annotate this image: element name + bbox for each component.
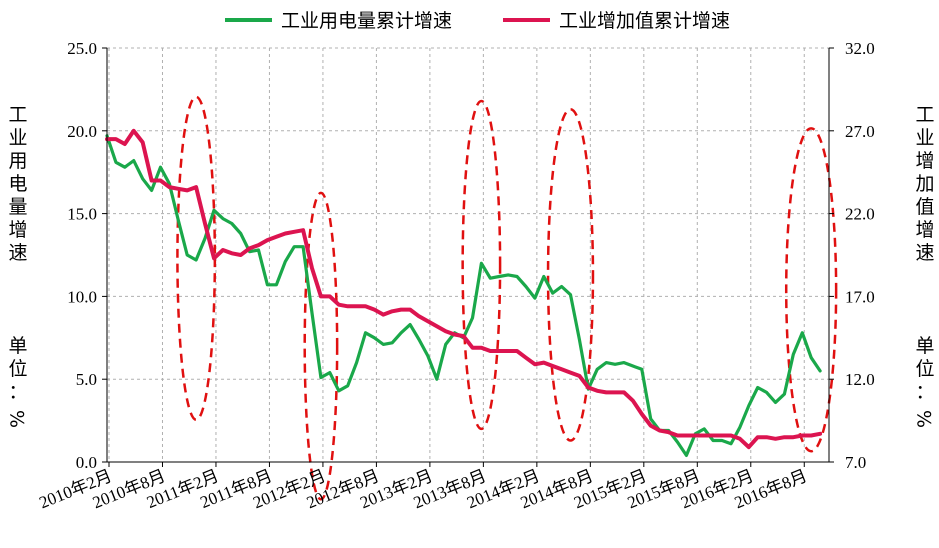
right-axis-unit-char: 单 bbox=[915, 335, 934, 357]
axes bbox=[106, 48, 830, 463]
right-axis-title-char: 增 bbox=[915, 150, 934, 172]
left-axis-unit: 单位：% bbox=[7, 335, 29, 428]
left-axis-unit-char: 单 bbox=[8, 335, 27, 357]
highlight-ellipse bbox=[784, 127, 838, 453]
x-axis-ticks: 2010年2月2010年8月2011年2月2011年8月2012年2月2012年… bbox=[36, 462, 810, 512]
highlight-ellipse bbox=[546, 108, 595, 442]
left-axis-title-char: 工 bbox=[8, 104, 27, 126]
legend: 工业用电量累计增速 工业增加值累计增速 bbox=[225, 10, 730, 32]
left-axis-unit-char: 位 bbox=[8, 358, 27, 380]
right-axis-title-char: 速 bbox=[915, 242, 934, 264]
right-axis-ticks: 7.0 12.0 17.0 22.0 27.0 32.0 bbox=[829, 39, 875, 472]
right-tick-label: 17.0 bbox=[845, 287, 875, 306]
highlight-ellipse bbox=[461, 99, 502, 431]
right-tick-label: 32.0 bbox=[845, 39, 875, 58]
left-axis-unit-char: % bbox=[7, 410, 29, 428]
right-axis-title-char: 增 bbox=[915, 219, 934, 241]
right-tick-label: 12.0 bbox=[845, 370, 875, 389]
left-axis-title-char: 业 bbox=[8, 127, 27, 149]
legend-label-output: 工业增加值累计增速 bbox=[559, 10, 730, 32]
right-axis-title-char: 工 bbox=[915, 104, 934, 126]
left-axis-title-char: 量 bbox=[8, 196, 27, 218]
left-tick-label: 15.0 bbox=[67, 205, 97, 224]
legend-label-power: 工业用电量累计增速 bbox=[281, 10, 452, 32]
left-axis-title-char: 电 bbox=[8, 173, 27, 195]
right-tick-label: 7.0 bbox=[845, 453, 866, 472]
right-axis-unit: 单位：% bbox=[914, 335, 936, 428]
right-tick-label: 22.0 bbox=[845, 205, 875, 224]
left-tick-label: 20.0 bbox=[67, 122, 97, 141]
highlight-ellipse bbox=[303, 191, 339, 501]
left-axis-title-char: 增 bbox=[8, 219, 27, 241]
left-tick-label: 25.0 bbox=[67, 39, 97, 58]
left-axis-unit-char: ： bbox=[8, 381, 27, 403]
gridlines bbox=[107, 47, 829, 462]
left-tick-label: 0.0 bbox=[76, 453, 97, 472]
left-axis-ticks: 0.0 5.0 10.0 15.0 20.0 25.0 bbox=[67, 39, 107, 472]
right-axis-unit-char: ： bbox=[915, 381, 934, 403]
left-tick-label: 10.0 bbox=[67, 287, 97, 306]
right-axis-unit-char: 位 bbox=[915, 358, 934, 380]
left-axis-title-char: 速 bbox=[8, 242, 27, 264]
series-line-1 bbox=[105, 128, 823, 450]
left-tick-label: 5.0 bbox=[76, 370, 97, 389]
right-axis-title-char: 业 bbox=[915, 127, 934, 149]
right-axis-title-char: 加 bbox=[915, 173, 934, 195]
right-tick-label: 27.0 bbox=[845, 122, 875, 141]
series-layer bbox=[105, 128, 823, 457]
right-axis-title-char: 值 bbox=[915, 196, 934, 218]
left-axis-title-char: 用 bbox=[8, 150, 27, 172]
right-axis-unit-char: % bbox=[914, 410, 936, 428]
